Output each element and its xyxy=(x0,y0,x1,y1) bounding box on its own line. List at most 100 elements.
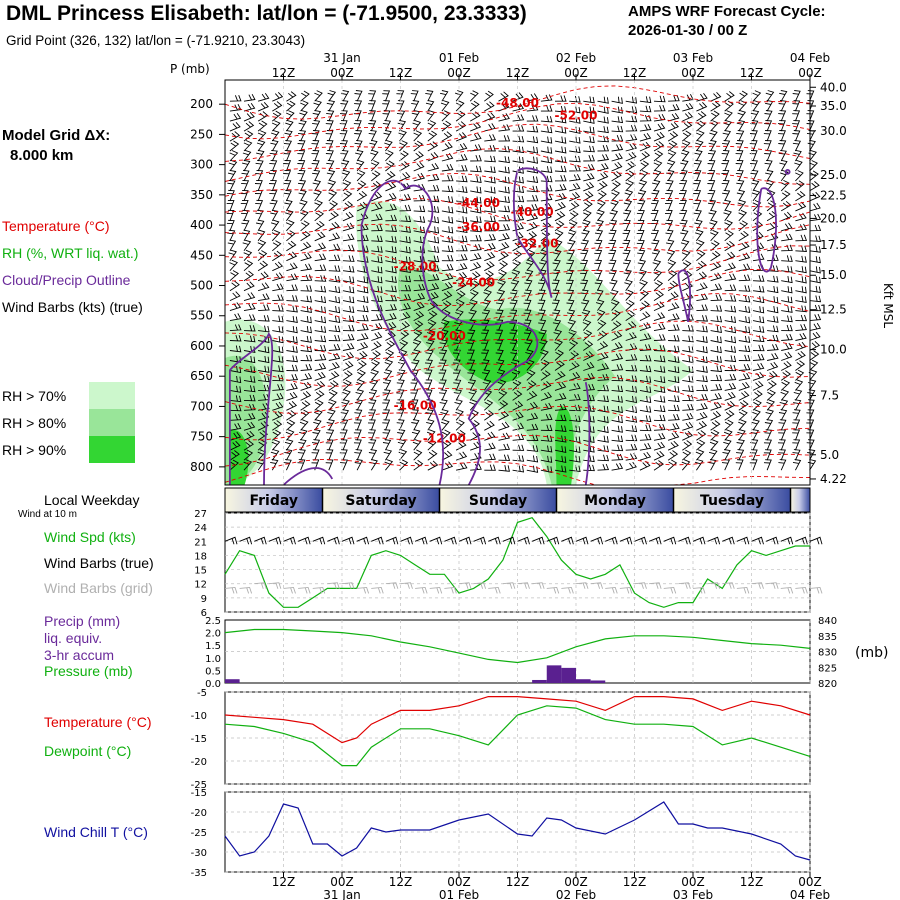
wind-barb xyxy=(439,349,448,361)
wind-barb xyxy=(668,313,680,322)
wind-barb xyxy=(523,299,532,311)
wind-barb xyxy=(792,100,801,112)
wind-barb xyxy=(738,100,747,112)
wind-barb xyxy=(342,342,355,351)
wind-barb xyxy=(723,209,732,222)
wind-barb xyxy=(441,245,454,253)
wind-barb xyxy=(427,449,438,461)
wind-barb xyxy=(738,345,751,353)
wind-barb xyxy=(583,181,595,192)
wind-barb xyxy=(597,162,609,172)
wind-barb xyxy=(467,329,476,341)
pressure-tick-label-right: 820 xyxy=(818,679,837,690)
wind-barb xyxy=(427,162,440,172)
wind-barb xyxy=(664,199,673,212)
wind-barb xyxy=(385,340,396,351)
wind-barb xyxy=(424,359,433,371)
wind-barb xyxy=(721,169,730,182)
wind-barb xyxy=(682,111,694,122)
wind-barb xyxy=(512,433,525,441)
wind-barb xyxy=(384,359,394,371)
wind-barb xyxy=(342,379,352,391)
wind-barb xyxy=(597,454,610,462)
wind-barb xyxy=(510,279,520,291)
wind-barb xyxy=(763,449,772,461)
wind-barb xyxy=(272,294,284,302)
wind-barb xyxy=(483,279,493,292)
wind-barb xyxy=(623,259,632,271)
wind-barb xyxy=(710,240,720,252)
wind-barb xyxy=(342,233,355,242)
wind-barb xyxy=(611,353,624,361)
height-tick-label: 25.0 xyxy=(820,168,847,182)
wind-barb xyxy=(314,353,327,361)
wind-barb xyxy=(653,334,666,341)
wind-barb xyxy=(540,136,553,144)
wind-barb-10m xyxy=(341,536,355,545)
wind-barb xyxy=(385,285,397,293)
wind-barb xyxy=(724,315,737,324)
wind-barb xyxy=(456,153,468,162)
wind-barb xyxy=(456,206,468,214)
wind-barb xyxy=(368,439,377,451)
wind-barb xyxy=(243,324,256,332)
wind-barb xyxy=(441,263,454,272)
wind-barb xyxy=(257,101,269,112)
wind-barb xyxy=(300,372,313,381)
wind-barb xyxy=(764,419,774,431)
wind-barb xyxy=(611,180,621,192)
wind-barb xyxy=(710,261,722,272)
wind-barb xyxy=(625,180,635,192)
wind-barb xyxy=(778,409,788,421)
wind-barb xyxy=(666,239,675,252)
wind-barb xyxy=(353,429,362,441)
wind-barb xyxy=(809,322,822,332)
height-tick-label: 7.5 xyxy=(820,389,839,403)
wind-barb xyxy=(668,375,680,384)
wind-barb xyxy=(342,265,355,273)
wind-barb xyxy=(778,429,787,441)
temp-tick-label: -15 xyxy=(191,734,207,745)
wind-barb xyxy=(554,403,567,411)
wind-barb xyxy=(650,209,659,221)
wind-barb xyxy=(611,462,624,471)
wind-barb xyxy=(441,174,454,182)
wind-barb xyxy=(371,266,383,274)
wind-barb xyxy=(721,179,730,192)
isotherm-label: -52.00 xyxy=(555,108,598,122)
wind-barb xyxy=(299,419,309,431)
wind-barb xyxy=(229,291,241,302)
wind-barb xyxy=(581,229,590,242)
wind-barb xyxy=(668,385,680,393)
wind-barb xyxy=(597,395,609,403)
wind-barb xyxy=(569,106,581,114)
wind-barb xyxy=(737,429,746,441)
weekday-label: Sunday xyxy=(469,493,527,509)
wind-barb xyxy=(258,375,270,383)
wind-barb xyxy=(312,169,321,182)
wind-barb xyxy=(297,129,307,142)
wind-barb xyxy=(596,209,605,222)
wind-barb xyxy=(581,309,591,321)
wind-barb xyxy=(809,304,822,312)
wind-barb xyxy=(286,240,297,252)
wind-barb xyxy=(653,95,666,103)
wind-barb xyxy=(736,189,746,202)
wind-barb xyxy=(328,286,341,294)
wind-barb xyxy=(382,389,391,401)
wind-barb xyxy=(455,271,468,282)
wind-barb xyxy=(625,161,636,172)
wind-barb xyxy=(385,150,394,162)
wind-barb xyxy=(483,399,494,411)
wind-barb xyxy=(229,270,239,282)
wind-barb xyxy=(623,209,632,222)
wind-barb xyxy=(583,445,595,453)
wind-barb xyxy=(397,439,407,451)
wind-barb xyxy=(243,303,256,312)
wind-barb xyxy=(696,250,706,262)
wind-barb xyxy=(399,339,409,351)
wind-barb xyxy=(767,315,779,323)
pressure-tick-label-right: 830 xyxy=(818,648,837,659)
wind-barb-10m xyxy=(400,536,413,545)
wind-barb xyxy=(668,413,680,421)
